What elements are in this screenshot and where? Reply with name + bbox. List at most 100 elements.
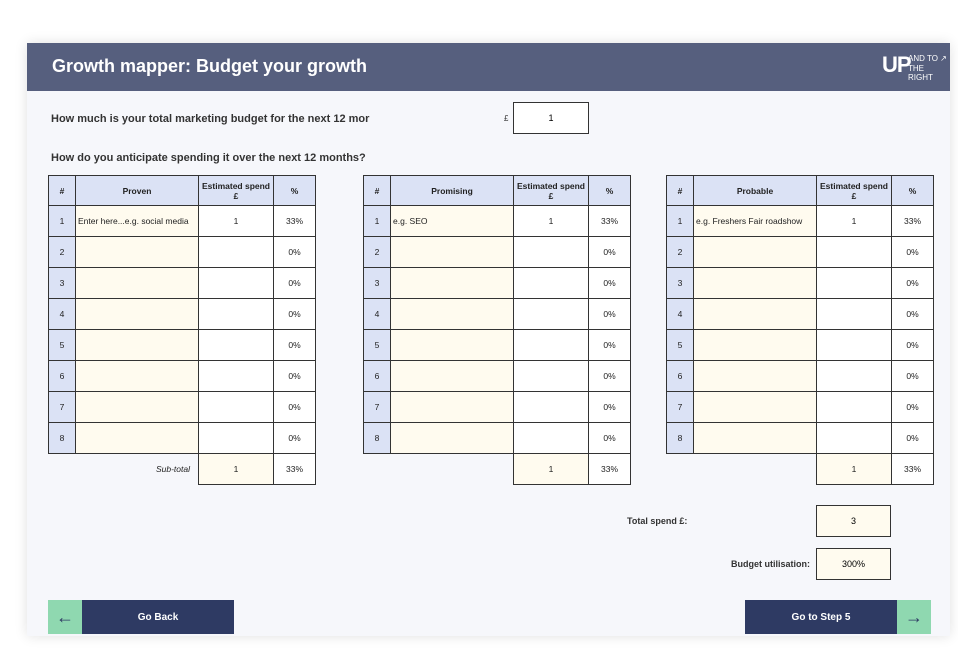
row: 8 0% (363, 422, 631, 454)
item-cell (693, 329, 817, 361)
row-number: 5 (48, 329, 76, 361)
item-cell (693, 267, 817, 299)
header-row: # Proven Estimated spend £% (48, 175, 316, 206)
row-number: 4 (48, 298, 76, 330)
total-label: Total spend £: (627, 516, 688, 526)
spend-cell (198, 329, 274, 361)
header-cell: Estimated spend £ (198, 175, 274, 206)
pct-cell: 0% (588, 267, 631, 299)
row: 7 0% (48, 391, 316, 423)
spend-cell (513, 360, 589, 392)
header-cell: # (363, 175, 391, 206)
header-cell: % (588, 175, 631, 206)
spend-cell (198, 422, 274, 454)
row-number: 6 (48, 360, 76, 392)
row: 8 0% (666, 422, 934, 454)
row-number: 3 (363, 267, 391, 299)
spend-cell: 1 (816, 205, 892, 237)
next-arrow[interactable]: → (897, 600, 931, 634)
row: 1 e.g. SEO 1 33% (363, 205, 631, 237)
row-number: 7 (363, 391, 391, 423)
pct-cell: 0% (588, 329, 631, 361)
spend-cell (198, 236, 274, 268)
row: 3 0% (48, 267, 316, 299)
subtotal-pct: 33% (891, 453, 934, 485)
row: 6 0% (48, 360, 316, 392)
item-cell (390, 360, 514, 392)
row-number: 8 (48, 422, 76, 454)
row-number: 7 (48, 391, 76, 423)
row-number: 8 (666, 422, 694, 454)
pct-cell: 0% (273, 298, 316, 330)
item-cell (693, 236, 817, 268)
row: 5 0% (363, 329, 631, 361)
back-arrow[interactable]: ← (48, 600, 82, 634)
pct-cell: 0% (891, 329, 934, 361)
pct-cell: 0% (891, 391, 934, 423)
budget-question: How much is your total marketing budget … (51, 113, 370, 125)
logo-text: AND TO ↗ (908, 54, 947, 63)
pct-cell: 0% (588, 298, 631, 330)
row-number: 3 (48, 267, 76, 299)
spend-cell (816, 267, 892, 299)
item-cell (693, 422, 817, 454)
subtotal-pct: 33% (588, 453, 631, 485)
row-number: 4 (363, 298, 391, 330)
header-cell: # (48, 175, 76, 206)
row-number: 3 (666, 267, 694, 299)
item-cell (75, 298, 199, 330)
item-cell (693, 298, 817, 330)
header-row: # Promising Estimated spend £% (363, 175, 631, 206)
item-cell (75, 360, 199, 392)
logo-text: THE RIGHT (908, 64, 933, 82)
row-number: 1 (48, 205, 76, 237)
row: 6 0% (666, 360, 934, 392)
pct-cell: 0% (891, 236, 934, 268)
row-number: 8 (363, 422, 391, 454)
spend-table: # Probable Estimated spend £% 1 e.g. Fresher… (666, 175, 934, 485)
spend-cell (198, 298, 274, 330)
back-button[interactable]: Go Back (82, 600, 234, 634)
pct-cell: 0% (273, 391, 316, 423)
spend-table: # Proven Estimated spend £% 1 Enter here...e… (48, 175, 316, 485)
pct-cell: 33% (891, 205, 934, 237)
row: 2 0% (48, 236, 316, 268)
pct-cell: 0% (891, 267, 934, 299)
item-cell (390, 329, 514, 361)
item-cell: e.g. SEO (390, 205, 514, 237)
currency: £ (504, 114, 509, 123)
row-number: 5 (363, 329, 391, 361)
total-spend: 3 (816, 505, 891, 537)
spend-cell (198, 391, 274, 423)
header-row: # Probable Estimated spend £% (666, 175, 934, 206)
spend-cell (816, 298, 892, 330)
row: 4 0% (363, 298, 631, 330)
header-cell: Proven (75, 175, 199, 206)
spend-cell (198, 360, 274, 392)
pct-cell: 33% (588, 205, 631, 237)
pct-cell: 0% (273, 329, 316, 361)
next-button[interactable]: Go to Step 5 (745, 600, 897, 634)
subtotal-label (667, 454, 817, 485)
budget-input[interactable]: 1 (513, 102, 589, 134)
pct-cell: 0% (588, 422, 631, 454)
spend-cell (513, 329, 589, 361)
item-cell (390, 236, 514, 268)
item-cell (75, 267, 199, 299)
utilisation: 300% (816, 548, 891, 580)
subtotal-row: Sub-total 1 33% (49, 453, 316, 485)
row: 7 0% (363, 391, 631, 423)
row: 1 Enter here...e.g. social media 1 33% (48, 205, 316, 237)
row: 1 e.g. Freshers Fair roadshow 1 33% (666, 205, 934, 237)
subtotal-spend: 1 (198, 453, 274, 485)
subtotal-label (364, 454, 514, 485)
spend-cell (816, 360, 892, 392)
row: 5 0% (666, 329, 934, 361)
spend-cell (198, 267, 274, 299)
row-number: 2 (48, 236, 76, 268)
subtotal-spend: 1 (513, 453, 589, 485)
spend-cell (816, 329, 892, 361)
item-cell (75, 329, 199, 361)
row: 5 0% (48, 329, 316, 361)
